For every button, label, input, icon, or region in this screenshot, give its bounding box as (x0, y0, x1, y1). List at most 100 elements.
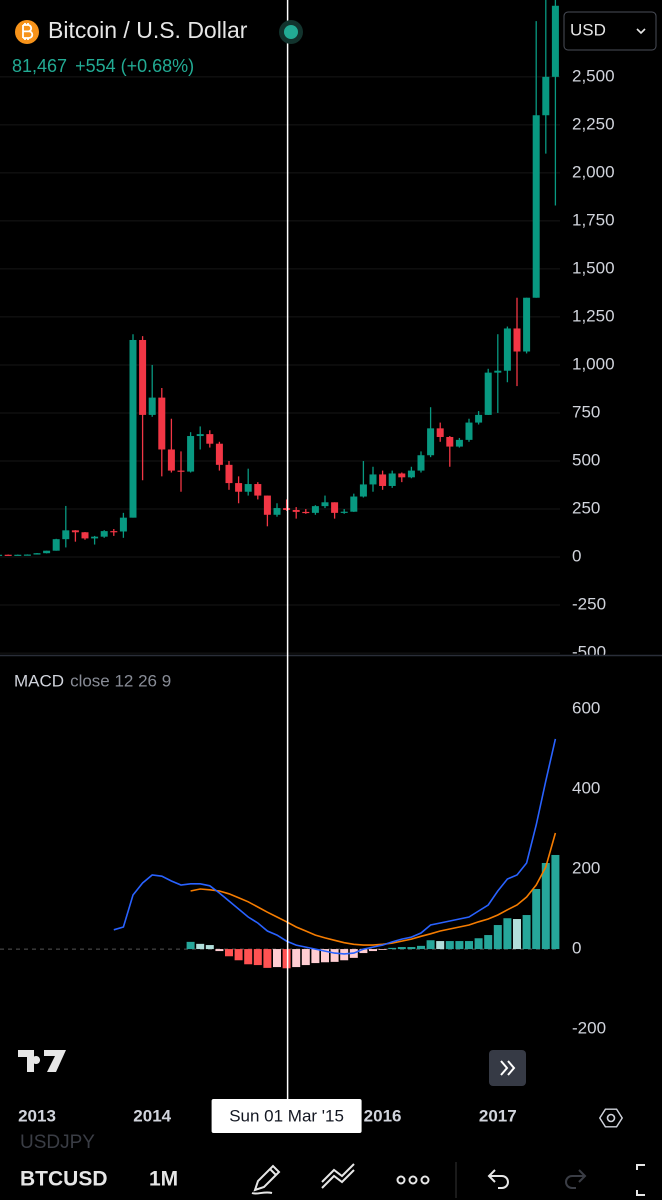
y-tick-label: 2,000 (572, 162, 615, 181)
histogram-bar (522, 915, 531, 950)
y-tick-label: 1,000 (572, 354, 615, 373)
candle-body (350, 496, 358, 512)
histogram-bar (282, 949, 291, 969)
candle-body (14, 554, 22, 556)
candle-body (254, 484, 262, 496)
y-tick-label: 500 (572, 450, 600, 469)
toolbar (0, 1152, 662, 1200)
candle-body (225, 464, 233, 484)
y-tick-label: 2,250 (572, 114, 615, 133)
currency-label: USD (570, 20, 606, 39)
fullscreen[interactable] (636, 1164, 645, 1196)
histogram-bar (253, 949, 262, 966)
histogram-bar (196, 943, 205, 950)
histogram-bar (378, 949, 387, 950)
x-tick-label: 2016 (364, 1106, 402, 1125)
candle-body (263, 495, 271, 515)
signal-line (190, 832, 557, 946)
histogram-bar (484, 935, 493, 950)
histogram-bar (445, 941, 454, 950)
candle-body (359, 484, 367, 497)
y-tick-label: 250 (572, 499, 600, 518)
histogram-bar (359, 949, 368, 954)
toolbar-interval[interactable]: 1M (149, 1168, 178, 1191)
histogram-bar (321, 949, 329, 963)
overlay: 2013 2014 Sun 01 Mar '15 2016 2017 (18, 0, 517, 1133)
candle-body (321, 502, 329, 507)
price-change: +554 (+0.68%) (75, 56, 194, 76)
candle-body (331, 502, 339, 513)
candle-body (4, 554, 12, 556)
candle-body (129, 339, 137, 518)
histogram-bar (186, 941, 195, 950)
undo[interactable] (487, 1169, 509, 1189)
chevron (636, 28, 646, 35)
crosshair-label-box (211, 1099, 362, 1133)
histogram-bar (417, 945, 425, 950)
histogram-bar (292, 949, 301, 968)
candle-body (158, 397, 166, 450)
candle-body (532, 115, 540, 298)
price-pane: -500 -250 0 250 500 750 1,000 1,250 1,500 1,750 2,… (0, 0, 615, 662)
y-tick-label: 0 (572, 547, 581, 566)
settings-button[interactable] (598, 1108, 624, 1128)
candle-body (446, 436, 454, 447)
macd-pane: -200 0 200 400 600 MACD close 12 26 9 (0, 671, 606, 1038)
candle-body (340, 511, 348, 513)
redo[interactable] (565, 1169, 587, 1189)
histogram-bar (541, 862, 550, 950)
y-tick-label: -250 (572, 595, 606, 614)
histogram-bar (436, 941, 445, 950)
coin-glyph (22, 23, 34, 40)
candle-body (465, 422, 473, 440)
y-tick-label: 400 (572, 778, 600, 797)
candle-body (33, 553, 41, 555)
histogram-bar (205, 945, 214, 950)
candle-body (71, 530, 79, 533)
candle-body (523, 297, 531, 352)
candle-body (187, 436, 195, 472)
y-tick-label: -500 (572, 643, 606, 662)
currency-select[interactable] (563, 11, 657, 51)
histogram-bar (301, 949, 310, 966)
candle-body (369, 474, 377, 485)
trend-tool[interactable] (321, 1163, 355, 1189)
toolbar-symbol[interactable]: BTCUSD (20, 1168, 108, 1191)
settings-center (606, 1113, 616, 1123)
histogram-bar (532, 889, 541, 950)
y-tick-label: 1,750 (572, 210, 615, 229)
candle-body (503, 328, 511, 371)
candle-body (513, 328, 521, 352)
candle-body (91, 536, 99, 539)
y-tick-label: 600 (572, 698, 600, 717)
draw-tool[interactable] (251, 1164, 281, 1195)
candle-body (119, 517, 127, 532)
candle-body (551, 5, 559, 77)
histogram-bar (388, 947, 397, 950)
histogram-bar (513, 919, 521, 950)
y-tick-label: 750 (572, 402, 600, 421)
double-chevron (500, 1060, 516, 1076)
y-tick-label: 1,250 (572, 306, 615, 325)
candle-body (62, 530, 70, 540)
last-price: 81,467 (12, 56, 67, 76)
y-tick-label: 200 (572, 858, 600, 877)
candle-body (302, 511, 310, 514)
more-button[interactable] (396, 1175, 430, 1185)
candle-body (484, 372, 492, 415)
macd-line (113, 738, 557, 955)
candle-body (148, 397, 156, 415)
candle-body (379, 474, 387, 486)
candle-body (494, 370, 502, 373)
indicator-title: MACD (14, 671, 64, 690)
candle-body (206, 434, 214, 444)
candle-body (407, 470, 415, 478)
status-dot (284, 25, 298, 39)
candle-body (417, 455, 425, 471)
x-tick-label: 2014 (133, 1106, 171, 1125)
tv-logo (18, 1050, 66, 1072)
candle-body (215, 443, 223, 465)
symbol-title: Bitcoin / U.S. Dollar (48, 17, 248, 43)
